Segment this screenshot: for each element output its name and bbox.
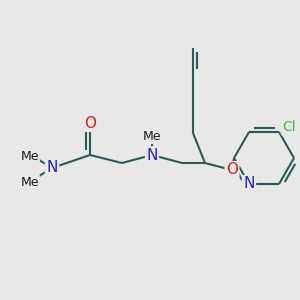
- Text: O: O: [84, 116, 96, 130]
- Text: Me: Me: [143, 130, 161, 143]
- Text: O: O: [226, 163, 238, 178]
- Text: N: N: [46, 160, 58, 175]
- Text: Me: Me: [21, 149, 39, 163]
- Text: N: N: [146, 148, 158, 163]
- Text: Cl: Cl: [282, 120, 296, 134]
- Text: N: N: [243, 176, 255, 191]
- Text: Me: Me: [21, 176, 39, 188]
